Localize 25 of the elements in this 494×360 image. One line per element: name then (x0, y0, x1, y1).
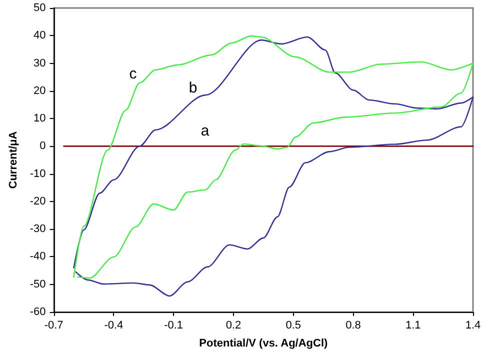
y-tick-label: -20 (30, 195, 46, 208)
x-tick-label: 0.5 (286, 320, 301, 332)
x-tick-label: 1.1 (405, 320, 421, 332)
y-tick-label: 20 (34, 84, 46, 97)
x-tick-label: -0.7 (44, 320, 64, 332)
annotation: a (200, 122, 210, 140)
x-tick-label: -0.1 (164, 320, 184, 332)
x-tick-label: 0.2 (226, 320, 242, 332)
y-tick-label: -30 (30, 223, 46, 236)
y-tick-label: 50 (34, 2, 46, 14)
x-axis-title: Potential/V (vs. Ag/AgCl) (199, 338, 328, 350)
y-tick-label: 10 (34, 112, 46, 125)
y-tick-label: -50 (30, 278, 46, 290)
annotation: b (188, 80, 198, 96)
y-tick-label: -40 (30, 250, 46, 263)
y-axis-title: Current/μA (8, 131, 20, 189)
y-tick-label: -10 (30, 168, 46, 180)
annotation: c (129, 66, 138, 82)
x-tick-label: 1.4 (465, 320, 481, 332)
y-tick-label: 0 (40, 140, 46, 152)
x-tick-label: 0.8 (346, 320, 361, 332)
y-tick-label: 40 (34, 30, 46, 42)
x-tick-label: -0.4 (104, 320, 124, 332)
y-tick-label: 30 (34, 57, 46, 70)
y-tick-label: -60 (30, 306, 46, 318)
